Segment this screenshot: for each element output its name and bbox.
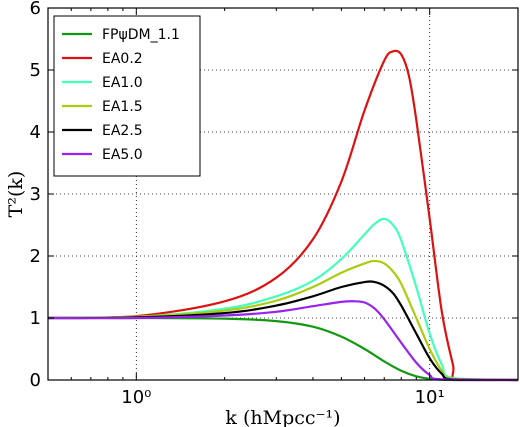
ticks: 0 1 2 3 4 5 6 10⁰ 10¹: [30, 0, 519, 408]
legend-box: [53, 15, 201, 177]
x-tick-label: 10¹: [415, 387, 445, 408]
legend-label: EA1.5: [102, 99, 143, 115]
series-lines: [47, 49, 519, 382]
y-tick-label: 1: [30, 308, 41, 329]
legend-label: EA1.0: [102, 75, 143, 91]
y-tick-label: 2: [30, 246, 41, 267]
y-tick-label: 0: [30, 370, 41, 391]
legend: FPψDM_1.1 EA0.2 EA1.0 EA1.5 EA2.5 EA5.0: [53, 15, 201, 177]
series-line: [47, 316, 518, 382]
series-line: [47, 217, 519, 382]
y-axis-label: T²(k): [5, 171, 27, 218]
y-tick-label: 3: [30, 184, 41, 205]
series-line: [47, 49, 518, 382]
series-line: [47, 259, 519, 382]
legend-label: EA0.2: [102, 51, 143, 67]
y-tick-label: 5: [30, 60, 41, 81]
x-tick-label: 10⁰: [121, 387, 151, 408]
y-tick-label: 4: [30, 122, 41, 143]
y-tick-label: 6: [30, 0, 41, 19]
legend-label: EA5.0: [102, 147, 143, 163]
legend-label: FPψDM_1.1: [102, 27, 180, 43]
series-line: [47, 280, 519, 382]
series-line: [47, 300, 519, 382]
legend-label: EA2.5: [102, 123, 143, 139]
x-axis-label: k (hMpcc⁻¹): [225, 407, 340, 427]
